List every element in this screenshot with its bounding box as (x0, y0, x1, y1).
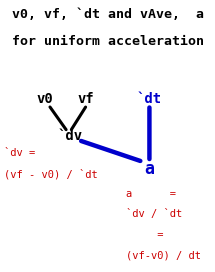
Text: `dv =: `dv = (4, 148, 35, 158)
Text: `dt: `dt (137, 92, 162, 106)
Text: =: = (126, 230, 163, 240)
Text: `dv: `dv (57, 129, 82, 143)
Text: (vf - v0) / `dt: (vf - v0) / `dt (4, 169, 98, 179)
Text: a: a (144, 160, 154, 178)
Text: `dv / `dt: `dv / `dt (126, 209, 182, 220)
Text: v0, vf, `dt and vAve,  a: v0, vf, `dt and vAve, a (11, 8, 204, 21)
Text: vf: vf (78, 92, 94, 106)
Text: a      =: a = (126, 189, 176, 199)
Text: for uniform acceleration: for uniform acceleration (11, 35, 204, 48)
Text: v0: v0 (37, 92, 54, 106)
Text: (vf-v0) / dt: (vf-v0) / dt (126, 250, 201, 260)
